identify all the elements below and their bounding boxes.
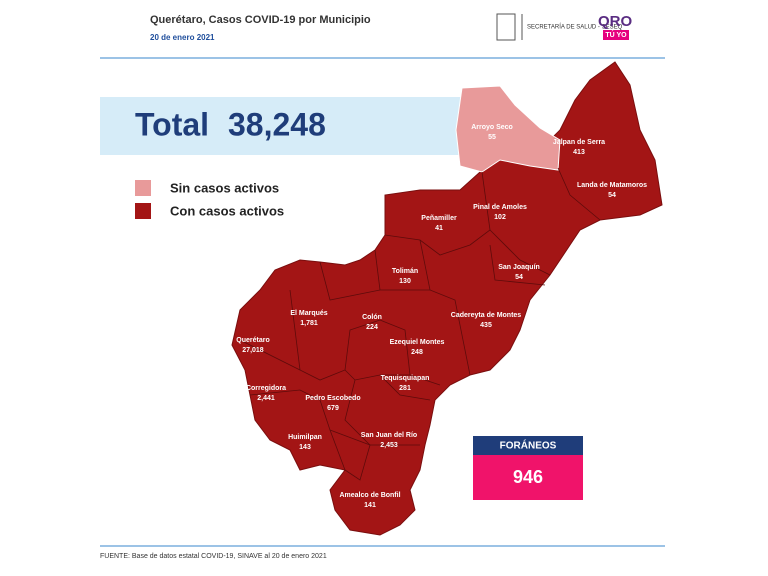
total-value: 38,248	[228, 106, 326, 142]
map	[231, 61, 663, 536]
title: Querétaro, Casos COVID-19 por Municipio	[150, 14, 371, 26]
municipality-name: Tequisquiapan	[381, 375, 430, 382]
logo-tag: TÚ YO	[605, 30, 627, 39]
municipality-cases: 2,441	[257, 395, 275, 402]
municipality-cases: 281	[399, 385, 411, 392]
municipality-name: Landa de Matamoros	[577, 182, 647, 189]
state-shape	[231, 61, 663, 536]
municipality-cases: 141	[364, 502, 376, 509]
municipality-cases: 248	[411, 349, 423, 356]
municipality-cases: 224	[366, 324, 378, 331]
foraneos-value: 946	[513, 467, 543, 487]
legend-swatch	[135, 203, 151, 219]
municipality-name: Colón	[362, 314, 382, 321]
logo: QRO	[598, 13, 633, 30]
municipality-name: Jalpan de Serra	[553, 139, 605, 146]
inactive-region	[455, 85, 561, 173]
foraneos-label: FORÁNEOS	[500, 439, 557, 452]
municipality-name: San Juan del Río	[361, 432, 417, 439]
municipality-cases: 1,781	[300, 320, 318, 327]
agency: SECRETARÍA DE SALUD - SESEQ	[527, 24, 623, 31]
municipality-name: Ezequiel Montes	[390, 339, 445, 346]
municipality-name: Arroyo Seco	[471, 124, 513, 131]
municipality-name: Pedro Escobedo	[305, 395, 360, 402]
municipality-name: Cadereyta de Montes	[451, 312, 522, 319]
municipality-name: Pinal de Amoles	[473, 204, 527, 211]
municipality-cases: 27,018	[242, 347, 264, 354]
municipality-cases: 54	[608, 192, 616, 199]
municipality-cases: 2,453	[380, 442, 398, 449]
municipality-name: Corregidora	[246, 385, 286, 392]
municipality-name: San Joaquín	[498, 264, 540, 271]
legend-swatch	[135, 180, 151, 196]
borders	[239, 167, 601, 481]
municipality-name: Tolimán	[392, 268, 418, 275]
legend-label: Sin casos activos	[170, 180, 279, 195]
municipality-name: El Marqués	[290, 310, 327, 317]
logo-tag-bg	[603, 30, 629, 40]
date: 20 de enero 2021	[150, 33, 215, 42]
municipality-name: Amealco de Bonfil	[339, 492, 400, 499]
footer: FUENTE: Base de datos estatal COVID-19, …	[100, 553, 327, 560]
seal-icon	[496, 13, 516, 41]
municipality-cases: 54	[515, 274, 523, 281]
foraneos-box	[473, 455, 583, 500]
legend-label: Con casos activos	[170, 203, 284, 218]
municipality-cases: 413	[573, 149, 585, 156]
municipality-name: Huimilpan	[288, 434, 322, 441]
total-band	[100, 97, 470, 155]
total-label: Total	[135, 106, 209, 142]
foraneos-header	[473, 436, 583, 455]
municipality-cases: 435	[480, 322, 492, 329]
municipality-cases: 55	[488, 134, 496, 141]
municipality-cases: 41	[435, 225, 443, 232]
municipality-cases: 130	[399, 278, 411, 285]
municipality-name: Peñamiller	[421, 215, 457, 222]
municipality-cases: 102	[494, 214, 506, 221]
municipality-cases: 679	[327, 405, 339, 412]
municipality-cases: 143	[299, 444, 311, 451]
municipality-name: Querétaro	[236, 337, 269, 344]
